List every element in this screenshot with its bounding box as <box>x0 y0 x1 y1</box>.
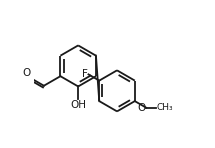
Text: F: F <box>82 69 88 79</box>
Text: O: O <box>138 103 146 113</box>
Text: O: O <box>23 68 31 78</box>
Text: OH: OH <box>70 100 86 110</box>
Text: CH₃: CH₃ <box>157 103 174 112</box>
